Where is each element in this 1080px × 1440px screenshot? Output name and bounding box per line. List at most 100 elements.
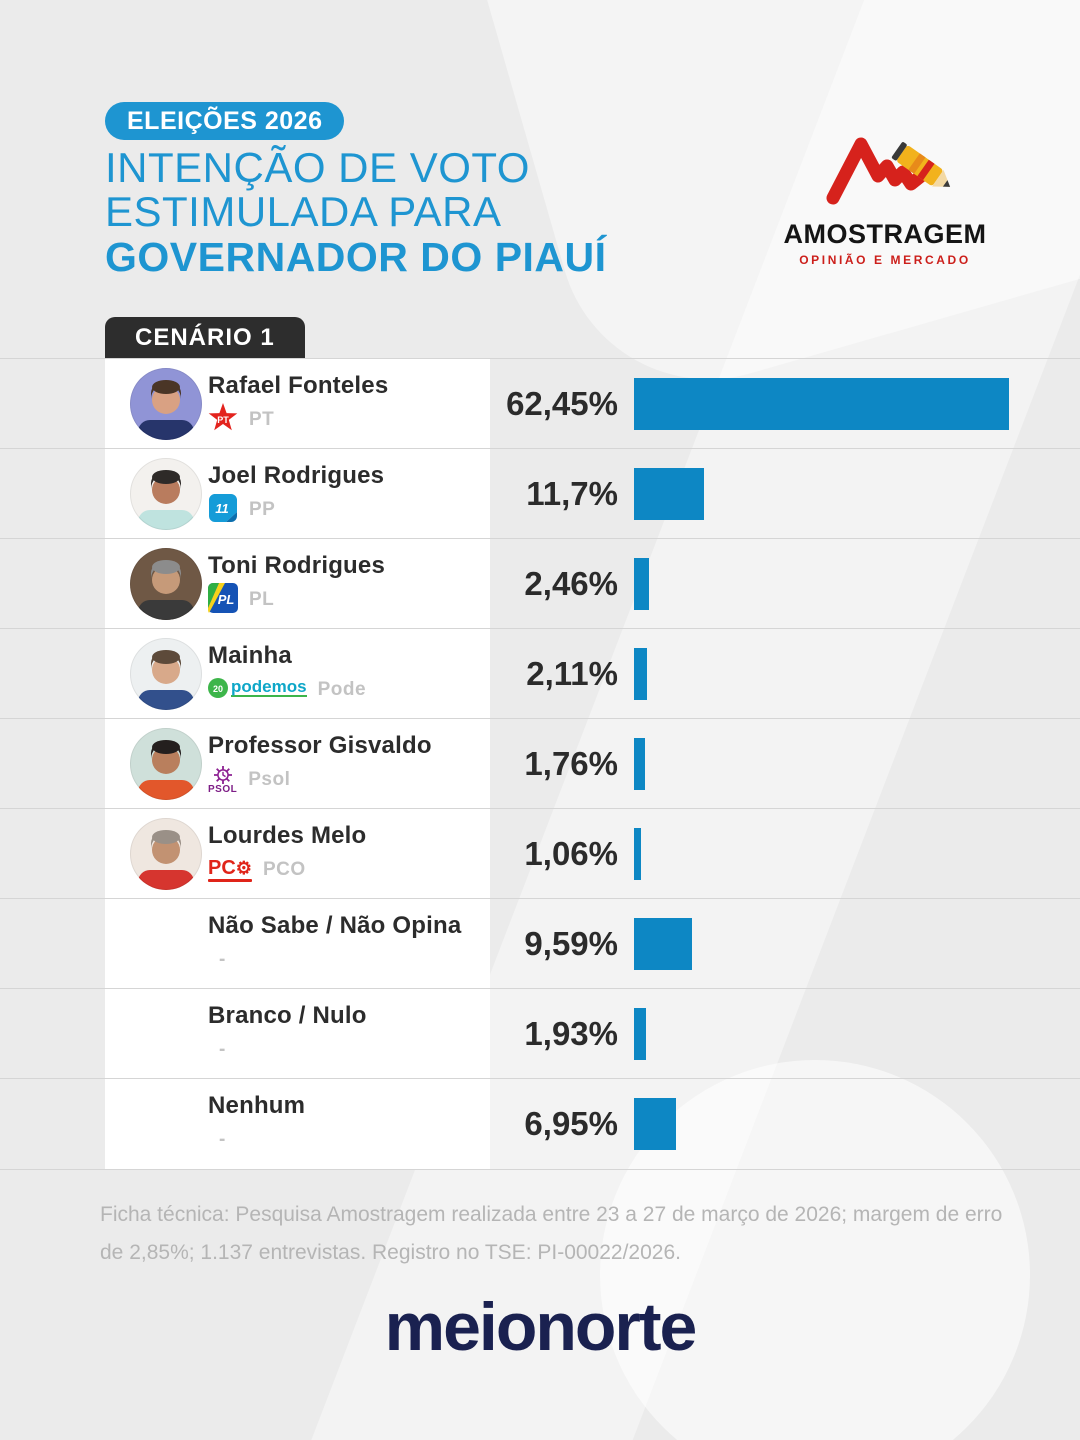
candidate-name: Joel Rodrigues (208, 462, 385, 489)
party-line: - (208, 1125, 305, 1155)
pco-underline (208, 879, 252, 882)
party-line: - (208, 945, 461, 975)
svg-text:11: 11 (215, 501, 229, 516)
title-line-2: ESTIMULADA PARA (105, 188, 502, 235)
candidate-info: Toni Rodrigues PL PL (208, 552, 385, 615)
party-logo: PL (208, 582, 238, 618)
result-bar (634, 828, 641, 880)
candidate-info: Nenhum - (208, 1092, 305, 1155)
party-line: PSOL Psol (208, 765, 432, 795)
candidate-info: Joel Rodrigues 11 PP (208, 462, 384, 525)
technical-note: Ficha técnica: Pesquisa Amostragem reali… (100, 1203, 1003, 1264)
party-logo: PSOL (208, 765, 238, 795)
candidate-info: Lourdes Melo PC ⚙ PCO (208, 822, 366, 885)
party-label: - (219, 1129, 226, 1150)
title-line-1: INTENÇÃO DE VOTO (105, 144, 530, 191)
avatar-icon (130, 638, 202, 710)
podemos-20-icon: 20 (208, 677, 228, 698)
candidate-photo (129, 637, 203, 711)
party-label: - (219, 949, 226, 970)
pco-logo: PC ⚙ (208, 858, 252, 882)
candidate-info: Não Sabe / Não Opina - (208, 912, 461, 975)
candidate-row: Toni Rodrigues PL PL 2,46% (0, 539, 1080, 629)
candidate-photo (129, 367, 203, 441)
avatar-icon (130, 818, 202, 890)
pco-wordmark: PC ⚙ (208, 857, 252, 879)
candidate-name: Professor Gisvaldo (208, 732, 432, 759)
psol-sun-icon (213, 765, 232, 784)
pp-logo-icon: 11 (208, 493, 237, 522)
candidate-name: Toni Rodrigues (208, 552, 386, 579)
party-label: PP (249, 499, 276, 520)
podemos-wordmark: podemos (231, 676, 307, 698)
party-line: PL PL (208, 582, 385, 618)
percentage-value: 2,11% (526, 655, 618, 692)
candidate-row: Nenhum - 6,95% (0, 1079, 1080, 1169)
party-logo: PT (208, 403, 238, 437)
candidate-name: Lourdes Melo (208, 822, 367, 849)
avatar-icon (130, 368, 202, 440)
party-label: Psol (248, 769, 291, 790)
meionorte-logo: meionorte (384, 1289, 698, 1365)
svg-text:20: 20 (213, 684, 223, 694)
percentage-value: 62,45% (506, 385, 618, 422)
party-logo: PC ⚙ (208, 858, 252, 882)
amostragem-tagline: OPINIÃO E MERCADO (799, 253, 971, 267)
party-logo: 11 (208, 493, 238, 528)
result-bar (634, 918, 692, 970)
svg-text:PT: PT (217, 415, 229, 425)
candidate-info: Branco / Nulo - (208, 1002, 367, 1065)
candidate-photo (129, 727, 203, 801)
psol-logo: PSOL (208, 765, 238, 795)
candidate-row: Não Sabe / Não Opina - 9,59% (0, 899, 1080, 989)
pl-logo-icon: PL (208, 582, 238, 613)
candidate-row: Lourdes Melo PC ⚙ PCO 1,06% (0, 809, 1080, 899)
percentage-value: 1,93% (524, 1015, 618, 1052)
candidate-name: Branco / Nulo (208, 1002, 367, 1029)
amostragem-mark-icon (826, 137, 951, 205)
percentage-value: 6,95% (524, 1105, 618, 1142)
party-label: PL (249, 589, 275, 610)
candidate-name: Rafael Fonteles (208, 372, 389, 399)
party-label: - (219, 1039, 226, 1060)
amostragem-name: AMOSTRAGEM (783, 219, 987, 249)
party-label: PT (249, 409, 275, 430)
avatar-icon (130, 728, 202, 800)
candidate-photo (129, 457, 203, 531)
candidate-info: Professor Gisvaldo PSOL Psol (208, 732, 432, 795)
result-bar (634, 378, 1009, 430)
party-line: PT PT (208, 403, 388, 437)
candidate-row: Rafael Fonteles PT PT 62,45% (0, 359, 1080, 449)
candidate-row: Mainha 20 podemos Pode 2,11% (0, 629, 1080, 719)
percentage-value: 2,46% (524, 565, 618, 602)
candidate-row: Professor Gisvaldo PSOL Psol 1,76% (0, 719, 1080, 809)
avatar-icon (130, 458, 202, 530)
party-line: - (208, 1035, 367, 1065)
candidate-name: Mainha (208, 642, 292, 669)
candidate-info: Rafael Fonteles PT PT (208, 372, 388, 435)
elections-badge: ELEIÇÕES 2026 (105, 102, 345, 140)
amostragem-logo: AMOSTRAGEM OPINIÃO E MERCADO (775, 128, 995, 267)
candidate-name: Não Sabe / Não Opina (208, 912, 462, 939)
percentage-value: 9,59% (524, 925, 618, 962)
rows-host: Rafael Fonteles PT PT 62,45% Joel Rodrig… (0, 359, 1080, 1169)
party-label: Pode (317, 679, 367, 700)
pt-star-icon: PT (208, 403, 238, 431)
candidate-row: Joel Rodrigues 11 PP 11,7% (0, 449, 1080, 539)
svg-text:PL: PL (218, 592, 235, 607)
psol-wordmark: PSOL (208, 783, 238, 795)
party-label: PCO (262, 859, 306, 880)
party-line: PC ⚙ PCO (208, 855, 366, 885)
party-line: 20 podemos Pode (208, 675, 366, 705)
result-bar (634, 648, 647, 700)
results-table: Rafael Fonteles PT PT 62,45% Joel Rodrig… (0, 358, 1080, 1170)
result-bar (634, 1098, 676, 1150)
podemos-logo: 20 podemos (208, 676, 307, 698)
percentage-value: 11,7% (526, 475, 618, 512)
candidate-name: Nenhum (208, 1092, 306, 1119)
scenario-badge: CENÁRIO 1 (105, 317, 305, 358)
party-line: 11 PP (208, 493, 384, 528)
party-logo: 20 podemos (208, 676, 307, 703)
candidate-photo (129, 547, 203, 621)
